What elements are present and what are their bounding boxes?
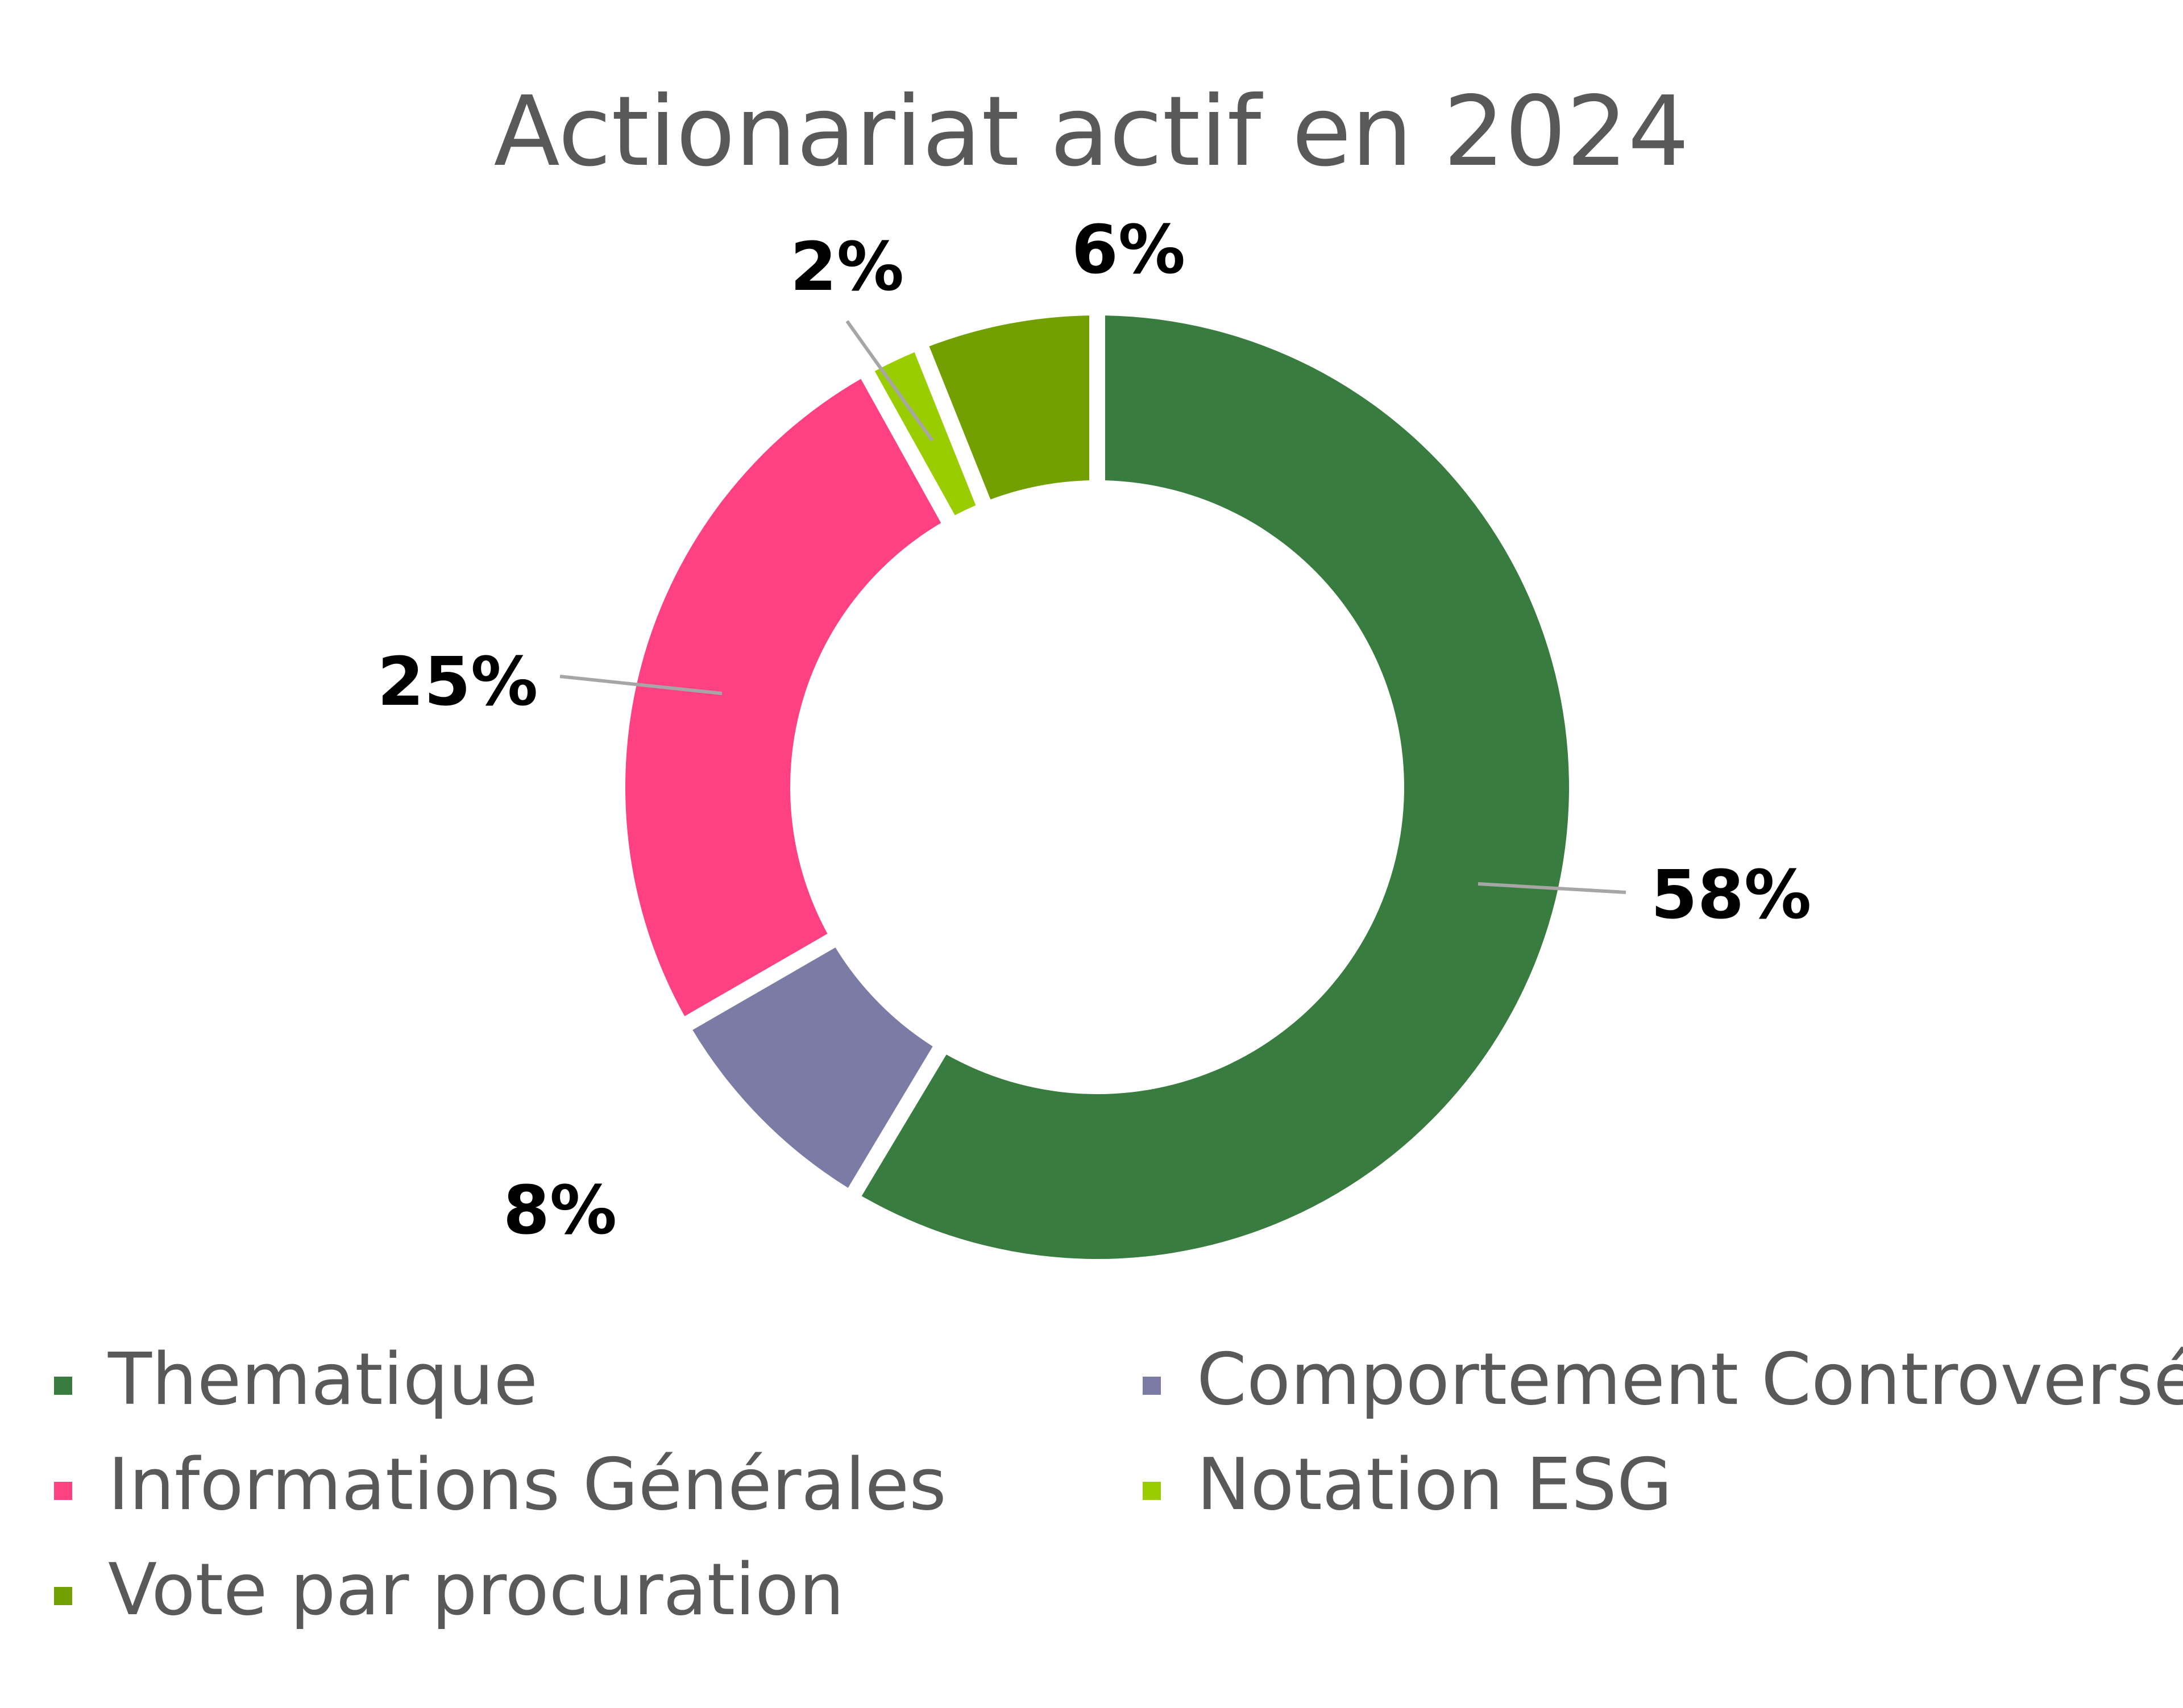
legend-label: Vote par procuration xyxy=(108,1548,844,1631)
donut-slice-informations-g-n-rales xyxy=(625,379,941,1016)
leader-lines xyxy=(559,320,1626,894)
donut-slice-thematique xyxy=(861,315,1569,1259)
legend-label: Informations Générales xyxy=(108,1443,947,1526)
data-label: 6% xyxy=(1072,210,1185,289)
legend-label: Comportement Controversé xyxy=(1197,1337,2183,1421)
legend-swatch xyxy=(54,1587,72,1605)
leader-line xyxy=(845,320,934,442)
leader-line xyxy=(559,675,723,695)
data-label: 2% xyxy=(790,227,904,306)
legend-swatch xyxy=(54,1377,72,1395)
donut-slices xyxy=(625,315,1569,1259)
legend-swatch xyxy=(54,1482,72,1500)
legend-item: Comportement Controversé xyxy=(1143,1337,2183,1421)
legend-swatch xyxy=(1143,1377,1161,1395)
data-label: 25% xyxy=(377,642,538,721)
leader-line xyxy=(1478,882,1626,894)
donut-slice-vote-par-procuration xyxy=(929,315,1090,500)
legend-label: Notation ESG xyxy=(1197,1443,1672,1526)
donut-slice-comportement-controvers- xyxy=(692,947,933,1188)
legend-label: Thematique xyxy=(107,1337,538,1421)
data-label: 8% xyxy=(503,1171,617,1249)
chart-title: Actionariat actif en 2024 xyxy=(493,76,1689,188)
data-label: 58% xyxy=(1651,855,1811,934)
legend-swatch xyxy=(1143,1482,1161,1500)
legend-item: Notation ESG xyxy=(1143,1443,1672,1526)
legend-item: Informations Générales xyxy=(54,1443,947,1526)
legend-item: Vote par procuration xyxy=(54,1548,844,1631)
legend-item: Thematique xyxy=(54,1337,538,1421)
chart-legend: Thematique Comportement Controversé Inform… xyxy=(54,1337,2183,1631)
data-labels: 58% 8% 25% 2% 6% xyxy=(377,210,1811,1249)
